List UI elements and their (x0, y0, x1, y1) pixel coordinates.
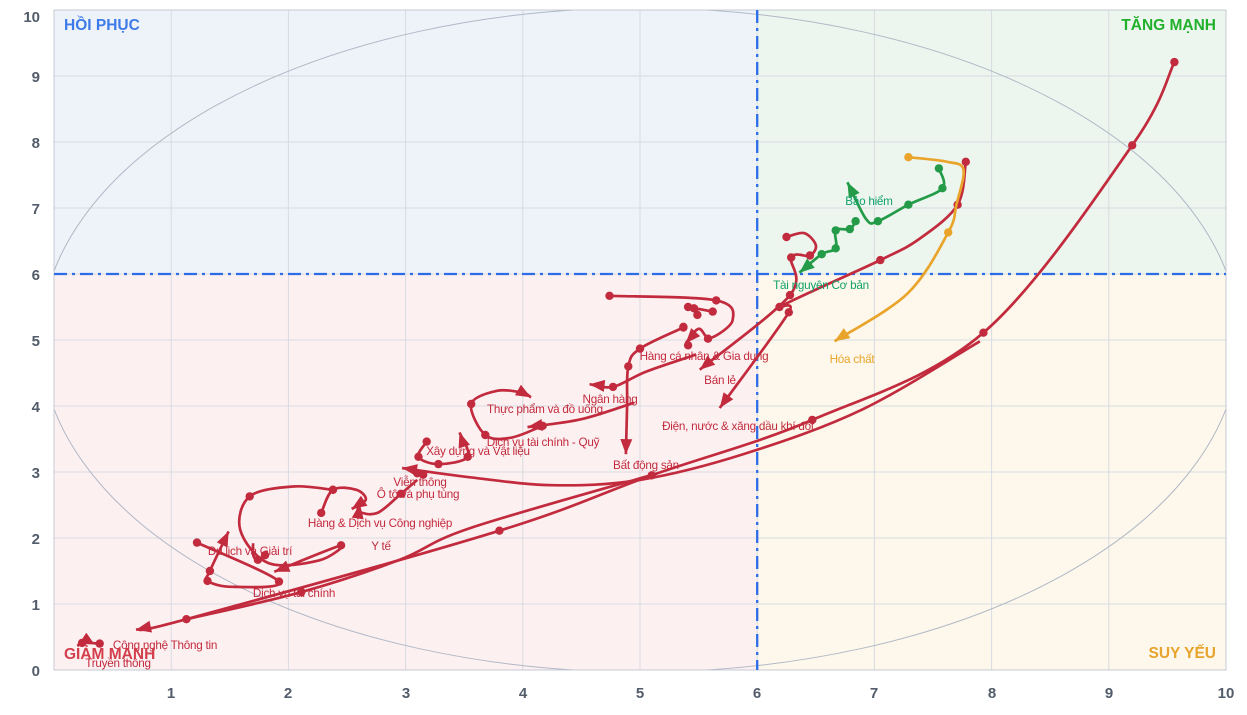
svg-text:Hàng & Dịch vụ Công nghiệp: Hàng & Dịch vụ Công nghiệp (308, 517, 453, 530)
svg-text:Dịch vụ tài chính: Dịch vụ tài chính (253, 587, 335, 600)
svg-text:2: 2 (32, 531, 40, 548)
svg-text:6: 6 (32, 267, 40, 284)
svg-text:5: 5 (636, 685, 644, 702)
svg-text:TĂNG MẠNH: TĂNG MẠNH (1121, 17, 1216, 34)
svg-text:3: 3 (402, 685, 410, 702)
svg-text:Du lịch và Giải trí: Du lịch và Giải trí (208, 545, 293, 558)
svg-text:10: 10 (1218, 685, 1235, 702)
svg-text:5: 5 (32, 333, 40, 350)
svg-text:Điện, nước & xăng dầu khí đốt: Điện, nước & xăng dầu khí đốt (662, 420, 815, 433)
svg-text:1: 1 (167, 685, 175, 702)
svg-text:0: 0 (32, 663, 40, 680)
svg-text:1: 1 (32, 597, 40, 614)
svg-text:Ngân hàng: Ngân hàng (583, 393, 638, 406)
svg-text:Xây dựng và Vật liệu: Xây dựng và Vật liệu (426, 445, 530, 458)
svg-text:HỒI PHỤC: HỒI PHỤC (64, 16, 140, 34)
svg-text:Truyền thông: Truyền thông (85, 657, 150, 670)
svg-text:7: 7 (32, 201, 40, 218)
svg-text:Bảo hiểm: Bảo hiểm (845, 195, 892, 208)
svg-text:4: 4 (32, 399, 41, 416)
svg-text:Tài nguyên Cơ bản: Tài nguyên Cơ bản (773, 279, 869, 292)
svg-text:Viễn thông: Viễn thông (393, 476, 446, 489)
svg-text:Dịch vụ tài chính - Quỹ: Dịch vụ tài chính - Quỹ (487, 436, 600, 449)
svg-text:9: 9 (32, 69, 40, 86)
svg-text:Công nghệ Thông tin: Công nghệ Thông tin (113, 639, 217, 652)
svg-text:2: 2 (284, 685, 292, 702)
svg-text:8: 8 (988, 685, 996, 702)
svg-text:Hàng cá nhân & Gia dụng: Hàng cá nhân & Gia dụng (640, 350, 769, 363)
svg-text:Y tế: Y tế (371, 540, 391, 553)
svg-text:9: 9 (1105, 685, 1113, 702)
svg-text:Bất động sản: Bất động sản (613, 459, 679, 472)
svg-text:4: 4 (519, 685, 528, 702)
svg-text:Thực phẩm và đồ uống: Thực phẩm và đồ uống (487, 403, 603, 416)
svg-text:Bán lẻ: Bán lẻ (704, 374, 736, 387)
svg-text:10: 10 (23, 9, 40, 26)
svg-text:6: 6 (753, 685, 761, 702)
svg-text:Ô tô và phụ tùng: Ô tô và phụ tùng (377, 488, 459, 501)
svg-text:SUY YẾU: SUY YẾU (1149, 645, 1217, 662)
svg-text:8: 8 (32, 135, 40, 152)
svg-text:7: 7 (870, 685, 878, 702)
svg-text:3: 3 (32, 465, 40, 482)
svg-text:GIẢM MẠNH: GIẢM MẠNH (64, 646, 155, 663)
svg-text:Hóa chất: Hóa chất (830, 353, 876, 366)
